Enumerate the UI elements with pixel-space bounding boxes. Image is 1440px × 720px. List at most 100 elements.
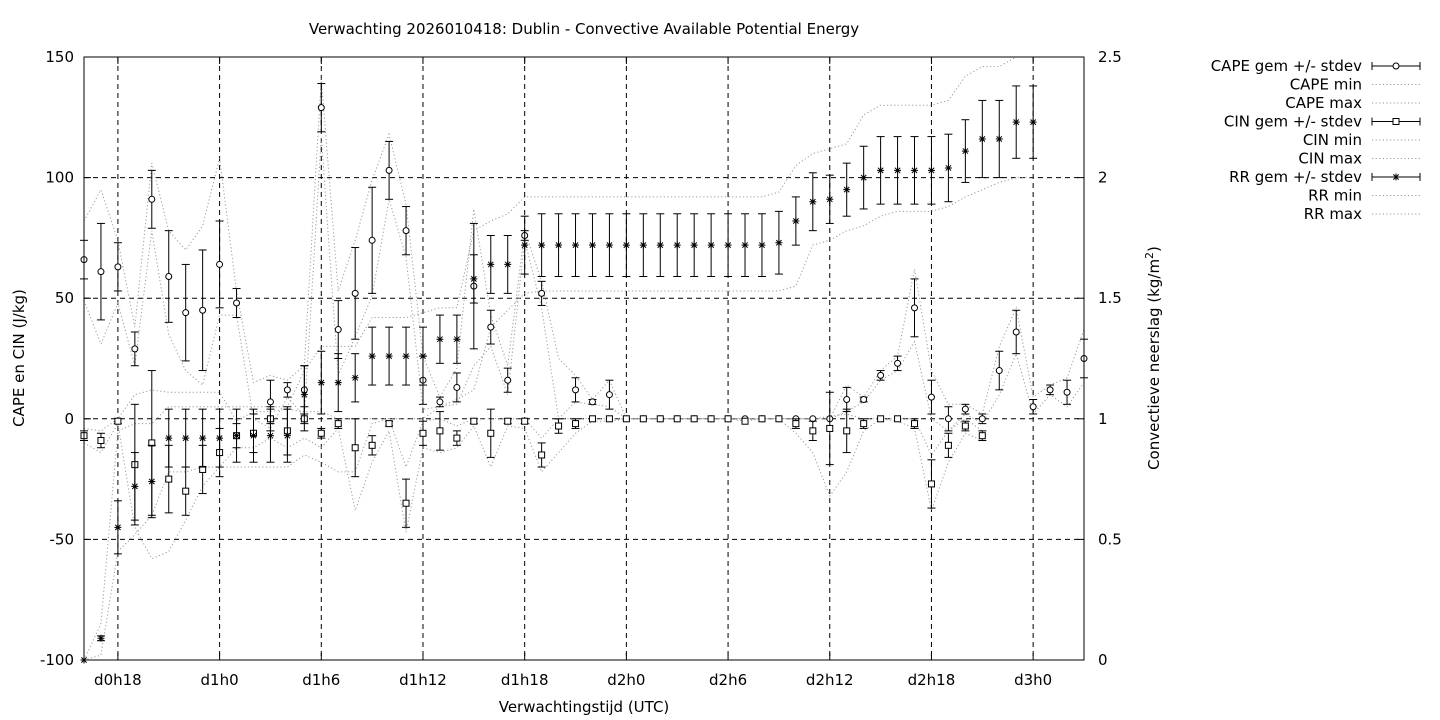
- cin-point: [334, 420, 342, 428]
- cin-point: [690, 415, 698, 423]
- rr-point: [572, 241, 580, 249]
- plot-marks: [80, 83, 1088, 664]
- x-tick-label: d2h18: [908, 671, 956, 689]
- rr-point: [927, 166, 935, 174]
- cin-point: [182, 487, 190, 495]
- rr-point: [266, 432, 274, 440]
- cin-point: [792, 420, 800, 428]
- rr-point: [911, 166, 919, 174]
- rr-point: [555, 241, 563, 249]
- cape-point: [182, 309, 190, 317]
- cape-point: [1029, 403, 1037, 411]
- legend-label: RR min: [1308, 187, 1362, 205]
- rr-point: [639, 241, 647, 249]
- cape-point: [961, 405, 969, 413]
- cin-point: [572, 420, 580, 428]
- rr-point: [470, 275, 478, 283]
- cin-point: [605, 415, 613, 423]
- cape-point: [453, 383, 461, 391]
- rr-point: [809, 198, 817, 206]
- legend-marker: [1392, 118, 1400, 125]
- cin-point: [402, 499, 410, 507]
- x-axis-label: Verwachtingstijd (UTC): [499, 698, 670, 716]
- cin-point: [724, 415, 732, 423]
- rr-point: [1029, 118, 1037, 126]
- rr-point: [249, 432, 257, 440]
- rr-point: [792, 217, 800, 225]
- cape-point: [165, 272, 173, 280]
- cape-point: [487, 323, 495, 331]
- cin-point: [860, 420, 868, 428]
- cape-point: [504, 376, 512, 384]
- rr-point: [622, 241, 630, 249]
- x-tick-label: d1h18: [501, 671, 549, 689]
- rr-point: [317, 379, 325, 387]
- cape-point: [877, 371, 885, 379]
- cin-point: [165, 475, 173, 483]
- rr-point: [978, 135, 986, 143]
- rr-point: [504, 260, 512, 268]
- cape-point: [860, 396, 868, 404]
- cin-point: [521, 417, 529, 425]
- cin-point: [809, 427, 817, 435]
- cape-point: [368, 236, 376, 244]
- cape-point: [894, 359, 902, 367]
- cape-point: [538, 289, 546, 297]
- cape-point: [283, 386, 291, 394]
- legend-label: RR max: [1304, 205, 1362, 223]
- rr-point: [605, 241, 613, 249]
- y2-tick-label: 0: [1098, 651, 1108, 669]
- rr-point: [283, 432, 291, 440]
- rr-point: [843, 186, 851, 194]
- legend-label: CIN max: [1298, 150, 1362, 168]
- cin-point: [961, 422, 969, 430]
- y2-axis-label: Convectieve neerslag (kg/m2): [1143, 246, 1164, 470]
- cin-point: [978, 432, 986, 440]
- cape-point: [1012, 328, 1020, 336]
- rr-point: [199, 434, 207, 442]
- cape-point: [1063, 388, 1071, 396]
- rr-point: [673, 241, 681, 249]
- rr-point: [334, 379, 342, 387]
- cin-point: [368, 441, 376, 449]
- rr-point: [741, 241, 749, 249]
- legend-label: CIN min: [1303, 131, 1362, 149]
- y-tick-label: 100: [45, 169, 74, 187]
- cin-point: [707, 415, 715, 423]
- rr-point: [436, 335, 444, 343]
- y2-axis-label-main: Convectieve neerslag (kg/m: [1145, 259, 1163, 470]
- y-axis-label: CAPE en CIN (J/kg): [10, 289, 28, 427]
- cape-point: [199, 306, 207, 314]
- cape-point: [334, 326, 342, 334]
- cape-point: [927, 393, 935, 401]
- line-rr-max: [83, 56, 1034, 661]
- rr-point: [826, 195, 834, 203]
- legend-label: CAPE gem +/- stdev: [1211, 57, 1362, 75]
- rr-point: [351, 374, 359, 382]
- cin-point: [877, 415, 885, 423]
- grid: [84, 57, 1084, 660]
- cin-point: [673, 415, 681, 423]
- cin-point: [775, 415, 783, 423]
- rr-point: [216, 434, 224, 442]
- cape-series: [80, 83, 1088, 432]
- cin-point: [453, 434, 461, 442]
- cin-point: [470, 417, 478, 425]
- plot-frame: [83, 56, 1085, 661]
- cape-point: [843, 396, 851, 404]
- cape-point: [131, 345, 139, 353]
- y2-tick-label: 2: [1098, 169, 1108, 187]
- legend-label: CIN gem +/- stdev: [1224, 113, 1362, 131]
- rr-point: [690, 241, 698, 249]
- line-cin-min: [83, 418, 983, 560]
- line-cape-max: [83, 78, 1085, 420]
- cape-point: [385, 166, 393, 174]
- rr-point: [368, 352, 376, 360]
- y2-axis-label-sup: 2: [1143, 252, 1156, 259]
- rr-point: [521, 241, 529, 249]
- y-tick-label: 0: [64, 410, 74, 428]
- chart-title: Verwachting 2026010418: Dublin - Convect…: [309, 20, 859, 38]
- rr-point: [995, 135, 1003, 143]
